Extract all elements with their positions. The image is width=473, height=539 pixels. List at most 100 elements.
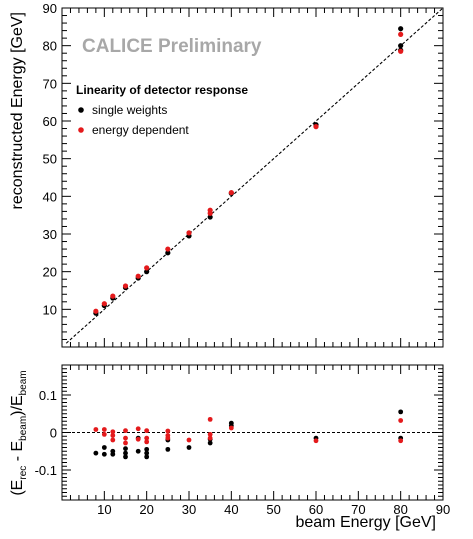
- top-y-tick-label: 10: [43, 302, 57, 317]
- residual-point-energy-dependent: [207, 416, 213, 422]
- residual-point-energy-dependent: [135, 436, 141, 442]
- residual-point-energy-dependent: [101, 431, 107, 437]
- point-energy-dependent: [93, 308, 99, 314]
- bottom-y-tick-label: 0.1: [39, 388, 57, 403]
- ylabel-part-close: )/E: [9, 395, 26, 415]
- point-energy-dependent: [122, 283, 129, 289]
- residual-point-energy-dependent: [144, 435, 150, 441]
- residual-point-energy-dependent: [186, 437, 192, 443]
- ylabel-sub-beam: beam: [18, 416, 29, 441]
- residual-point-energy-dependent: [165, 428, 171, 434]
- residual-point-energy-dependent: [123, 435, 128, 441]
- point-energy-dependent: [207, 207, 213, 213]
- residual-point-energy-dependent: [135, 426, 141, 432]
- residual-point-single-weights: [207, 440, 213, 446]
- ylabel-sub-rec: rec: [18, 466, 29, 480]
- top-y-tick-label: 90: [43, 1, 57, 16]
- identity-reference-line: [65, 7, 444, 344]
- x-axis-title: beam Energy [GeV]: [295, 514, 436, 531]
- residual-point-single-weights: [123, 450, 128, 456]
- residual-point-single-weights: [186, 445, 192, 450]
- point-energy-dependent: [165, 246, 171, 252]
- residual-point-energy-dependent: [207, 435, 213, 441]
- point-single-weights: [398, 43, 404, 49]
- point-energy-dependent: [110, 293, 116, 299]
- point-energy-dependent: [135, 273, 141, 279]
- residual-point-single-weights: [101, 451, 107, 457]
- residual-point-energy-dependent: [101, 427, 107, 432]
- residual-point-energy-dependent: [110, 429, 116, 435]
- x-tick-label: 60: [309, 502, 323, 517]
- bottom-y-tick-label: 0: [50, 426, 57, 441]
- residual-point-energy-dependent: [144, 439, 150, 445]
- point-energy-dependent: [144, 265, 150, 271]
- top-y-tick-label: 20: [43, 265, 57, 280]
- top-y-tick-label: 30: [43, 227, 57, 242]
- residual-point-single-weights: [123, 446, 128, 452]
- residual-point-single-weights: [144, 446, 150, 452]
- top-panel-frame: [61, 7, 444, 348]
- residual-point-energy-dependent: [313, 438, 319, 444]
- bottom-axis-ticks: [62, 365, 443, 500]
- residual-point-energy-dependent: [93, 427, 99, 432]
- x-tick-label: 20: [139, 502, 153, 517]
- calice-preliminary-watermark: CALICE Preliminary: [82, 36, 262, 57]
- top-y-tick-label: 50: [43, 152, 57, 167]
- top-data-points: [93, 26, 404, 316]
- residual-point-energy-dependent: [110, 437, 116, 443]
- point-energy-dependent: [313, 124, 319, 130]
- x-tick-label: 70: [351, 502, 365, 517]
- legend-label-energy-dependent: energy dependent: [92, 123, 189, 137]
- ylabel-sub-beam-2: beam: [18, 370, 29, 395]
- x-tick-label: 80: [393, 502, 407, 517]
- residual-point-single-weights: [165, 446, 171, 452]
- point-energy-dependent: [101, 301, 107, 307]
- residual-point-energy-dependent: [228, 425, 234, 431]
- bottom-y-axis-title: (Erec - Ebeam)/Ebeam: [9, 370, 29, 495]
- bottom-data-points: [93, 409, 404, 460]
- bottom-x-tick-labels: 10 20 30 40 50 60 70 80 90: [97, 502, 450, 517]
- top-y-tick-label: 70: [43, 76, 57, 91]
- top-y-tick-label: 60: [43, 114, 57, 129]
- legend-title: Linearity of detector response: [76, 83, 248, 97]
- residual-point-single-weights: [110, 451, 116, 457]
- ylabel-part-open: (E: [9, 480, 26, 496]
- legend: Linearity of detector response single we…: [76, 83, 248, 137]
- x-tick-label: 50: [266, 502, 280, 517]
- top-y-axis-title: reconstructed Energy [GeV]: [9, 12, 26, 209]
- top-y-tick-label: 80: [43, 39, 57, 54]
- residual-point-energy-dependent: [398, 418, 404, 423]
- bottom-y-tick-label: -0.1: [35, 463, 57, 478]
- bottom-y-tick-labels: -0.1 0 0.1: [35, 388, 57, 478]
- point-single-weights: [144, 269, 150, 275]
- point-energy-dependent: [398, 48, 404, 54]
- residual-point-energy-dependent: [144, 428, 150, 434]
- top-axis-ticks: [62, 8, 443, 347]
- point-energy-dependent: [228, 189, 234, 196]
- x-tick-label: 90: [436, 502, 450, 517]
- residual-point-single-weights: [135, 448, 141, 454]
- residual-point-single-weights: [144, 450, 150, 456]
- residual-point-energy-dependent: [123, 440, 128, 446]
- legend-label-single-weights: single weights: [92, 103, 167, 117]
- top-y-tick-label: 40: [43, 189, 57, 204]
- x-tick-label: 40: [224, 502, 238, 517]
- residual-point-energy-dependent: [165, 435, 171, 441]
- residual-point-energy-dependent: [110, 433, 116, 438]
- x-tick-label: 30: [182, 502, 196, 517]
- point-energy-dependent: [398, 31, 404, 37]
- point-single-weights: [398, 26, 404, 32]
- residual-point-energy-dependent: [123, 428, 128, 434]
- residual-point-single-weights: [93, 450, 99, 456]
- legend-marker-energy-dependent: [78, 127, 84, 133]
- legend-marker-single-weights: [78, 107, 84, 113]
- point-energy-dependent: [186, 230, 192, 236]
- x-tick-label: 10: [97, 502, 111, 517]
- residual-point-energy-dependent: [207, 431, 213, 437]
- residual-point-energy-dependent: [398, 438, 404, 444]
- residual-point-single-weights: [398, 409, 404, 415]
- point-single-weights: [165, 250, 171, 256]
- top-y-tick-labels: 10 20 30 40 50 60 70 80 90: [43, 1, 57, 317]
- residual-point-single-weights: [123, 454, 128, 460]
